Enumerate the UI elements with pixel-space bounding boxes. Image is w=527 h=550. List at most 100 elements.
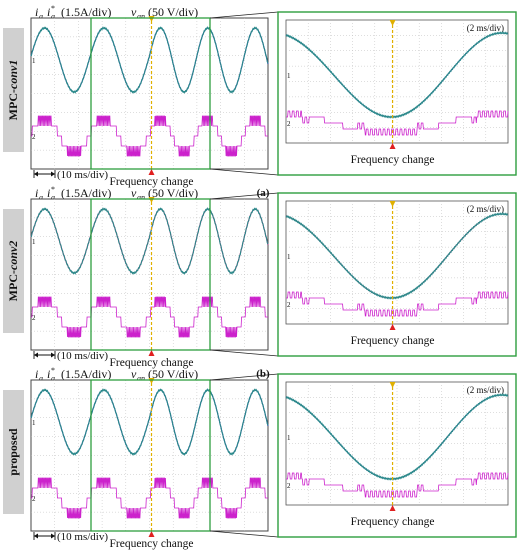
current-label: i (35, 186, 38, 200)
voltage-label-sub: an (137, 12, 145, 21)
method-band: MPC-conv2 (3, 209, 24, 333)
reference-label-sup: * (51, 4, 55, 13)
voltage-scale: (50 V/div) (148, 186, 198, 200)
method-band: proposed (3, 390, 24, 514)
scope-right: (2 ms/div) 1 2 Frequency change (277, 11, 517, 176)
time-scale-left-label: (10 ms/div) (57, 169, 108, 181)
event-label-left: Frequency change (110, 357, 194, 369)
channel-2-marker: 2 (32, 133, 36, 141)
voltage-trace-right (286, 110, 509, 136)
current-trace-right (285, 393, 509, 481)
scope-right: (2 ms/div) 1 2 Frequency change (277, 192, 517, 357)
current-scale: (1.5A/div) (61, 367, 111, 381)
method-label: MPC-conv2 (6, 241, 20, 302)
method-band-bg (3, 209, 24, 333)
method-band-bg (3, 28, 24, 152)
current-label-sub: a (39, 374, 43, 383)
voltage-trace-right (286, 472, 509, 498)
event-marker-bottom-left (148, 531, 155, 537)
voltage-scale: (50 V/div) (148, 367, 198, 381)
reference-label: i (47, 186, 50, 200)
channel-2-marker: 2 (32, 314, 36, 322)
current-trace-left (30, 207, 269, 275)
event-marker-bottom-right (389, 505, 396, 511)
voltage-trace-left (31, 477, 268, 519)
channel-2-marker-right: 2 (287, 482, 291, 490)
current-trace-right (285, 212, 509, 300)
event-marker-bottom-left (148, 169, 155, 175)
zoom-region (90, 379, 211, 532)
reference-label-sup: * (51, 366, 55, 375)
scope-left-grid (31, 18, 268, 169)
channel-1-marker-right: 1 (287, 253, 291, 261)
method-label: MPC-conv1 (6, 60, 20, 121)
voltage-label-sub: an (137, 193, 145, 202)
voltage-label: v (131, 186, 137, 200)
event-marker-bottom-right (389, 143, 396, 149)
voltage-trace-left (31, 115, 268, 157)
current-trace-left (30, 26, 269, 94)
time-scale-indicator: (10 ms/div) (33, 531, 108, 543)
channel-1-marker: 1 (32, 419, 36, 427)
current-label: i (35, 367, 38, 381)
event-marker-bottom-left (148, 350, 155, 356)
time-scale-right-label: (2 ms/div) (467, 23, 504, 33)
legend-header: i a i *a (1.5A/div) v an (50 V/div) (35, 4, 198, 21)
current-label: i (35, 5, 38, 19)
scope-left-grid (31, 380, 268, 531)
time-scale-left-label: (10 ms/div) (57, 350, 108, 362)
zoom-connector-top (209, 11, 279, 19)
zoom-region (90, 17, 211, 170)
current-label-sub: a (39, 12, 43, 21)
legend-header: i a i *a (1.5A/div) v an (50 V/div) (35, 366, 198, 383)
channel-1-marker: 1 (32, 57, 36, 65)
time-scale-right-label: (2 ms/div) (467, 385, 504, 395)
event-marker-top-right (389, 382, 396, 388)
voltage-trace-right (286, 291, 509, 317)
current-trace-right (285, 31, 509, 119)
time-scale-indicator: (10 ms/div) (33, 350, 108, 362)
channel-2-marker: 2 (32, 495, 36, 503)
current-label-sub: a (39, 193, 43, 202)
legend-header: i a i *a (1.5A/div) v an (50 V/div) (35, 185, 198, 202)
channel-1-marker-right: 1 (287, 72, 291, 80)
event-label-left: Frequency change (110, 538, 194, 550)
voltage-label: v (131, 5, 137, 19)
event-label-right: Frequency change (351, 516, 435, 528)
voltage-label-sub: an (137, 374, 145, 383)
scope-left: 12 (30, 197, 269, 356)
voltage-trace-left (31, 296, 268, 338)
event-marker-bottom-right (389, 324, 396, 330)
zoom-connector-bottom (209, 349, 279, 357)
reference-label-sub: a (51, 12, 55, 21)
reference-label: i (47, 5, 50, 19)
reference-label-sub: a (51, 374, 55, 383)
current-scale: (1.5A/div) (61, 186, 111, 200)
zoom-connector-top (209, 373, 279, 381)
current-scale: (1.5A/div) (61, 5, 111, 19)
panel-a: i a i *a (1.5A/div) v an (50 V/div)MPC-conv1 12(… (3, 4, 517, 199)
channel-1-marker: 1 (32, 238, 36, 246)
panel-b: i a i *a (1.5A/div) v an (50 V/div)MPC-conv2 12(… (3, 185, 517, 380)
time-scale-right-label: (2 ms/div) (467, 204, 504, 214)
scope-right-grid (286, 201, 508, 324)
zoom-connector-top (209, 192, 279, 200)
scope-left: 12 (30, 16, 269, 175)
reference-label-sub: a (51, 193, 55, 202)
panel-c: i a i *a (1.5A/div) v an (50 V/div)proposed12(1… (3, 366, 517, 550)
scope-right: (2 ms/div) 1 2 Frequency change (277, 373, 517, 538)
zoom-region (90, 198, 211, 351)
time-scale-indicator: (10 ms/div) (33, 169, 108, 181)
channel-2-marker-right: 2 (287, 301, 291, 309)
method-label: proposed (6, 428, 20, 475)
scope-right-grid (286, 382, 508, 505)
event-marker-top-right (389, 20, 396, 26)
reference-label-sup: * (51, 185, 55, 194)
panel-tag: (a) (257, 187, 270, 199)
current-trace-left (30, 388, 269, 456)
channel-2-marker-right: 2 (287, 120, 291, 128)
event-label-left: Frequency change (110, 176, 194, 188)
channel-1-marker-right: 1 (287, 434, 291, 442)
method-band: MPC-conv1 (3, 28, 24, 152)
